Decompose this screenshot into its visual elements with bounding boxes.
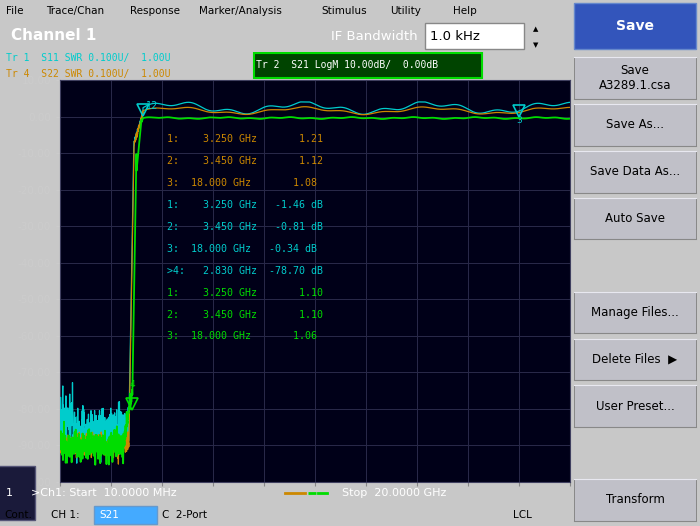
FancyBboxPatch shape: [574, 339, 696, 380]
FancyBboxPatch shape: [425, 23, 524, 49]
Text: Marker/Analysis: Marker/Analysis: [199, 6, 282, 16]
Text: Save: Save: [616, 19, 654, 33]
FancyBboxPatch shape: [574, 151, 696, 193]
Text: 2:    3.450 GHz       1.12: 2: 3.450 GHz 1.12: [167, 156, 323, 166]
Text: Help: Help: [453, 6, 476, 16]
Text: C  2-Port: C 2-Port: [162, 510, 207, 520]
Text: Response: Response: [130, 6, 180, 16]
Text: 3:  18.000 GHz       1.06: 3: 18.000 GHz 1.06: [167, 331, 317, 341]
Text: 3: 3: [516, 116, 522, 125]
Text: >Ch1: Start  10.0000 MHz: >Ch1: Start 10.0000 MHz: [32, 488, 177, 498]
Text: Save As...: Save As...: [606, 118, 664, 132]
Text: Save
A3289.1.csa: Save A3289.1.csa: [598, 64, 671, 92]
Text: Tr 4  S22 SWR 0.100U/  1.00U: Tr 4 S22 SWR 0.100U/ 1.00U: [6, 69, 170, 79]
FancyBboxPatch shape: [574, 386, 696, 427]
Text: Utility: Utility: [391, 6, 421, 16]
FancyBboxPatch shape: [574, 198, 696, 239]
FancyBboxPatch shape: [574, 479, 696, 521]
Text: 3:  18.000 GHz   -0.34 dB: 3: 18.000 GHz -0.34 dB: [167, 244, 317, 254]
Text: Tr 1  S11 SWR 0.100U/  1.00U: Tr 1 S11 SWR 0.100U/ 1.00U: [6, 53, 170, 63]
Text: IF Bandwidth: IF Bandwidth: [330, 29, 417, 43]
Text: CH 1:: CH 1:: [51, 510, 80, 520]
Text: Save Data As...: Save Data As...: [590, 165, 680, 178]
Text: Stimulus: Stimulus: [321, 6, 367, 16]
FancyBboxPatch shape: [574, 104, 696, 146]
Text: Cont.: Cont.: [5, 510, 32, 520]
FancyBboxPatch shape: [253, 53, 482, 78]
Text: 1.0 kHz: 1.0 kHz: [430, 29, 480, 43]
Text: Tr 2  S21 LogM 10.00dB/  0.00dB: Tr 2 S21 LogM 10.00dB/ 0.00dB: [256, 59, 439, 69]
Text: 4: 4: [130, 380, 135, 389]
Text: 3:  18.000 GHz       1.08: 3: 18.000 GHz 1.08: [167, 178, 317, 188]
Text: Trace/Chan: Trace/Chan: [46, 6, 104, 16]
FancyBboxPatch shape: [574, 57, 696, 99]
Text: 1: 1: [6, 488, 13, 498]
Text: Auto Save: Auto Save: [605, 212, 665, 225]
Text: 2:    3.450 GHz       1.10: 2: 3.450 GHz 1.10: [167, 309, 323, 320]
FancyBboxPatch shape: [574, 3, 696, 49]
Text: Stop  20.0000 GHz: Stop 20.0000 GHz: [342, 488, 447, 498]
Text: Manage Files...: Manage Files...: [591, 306, 679, 319]
Text: S21: S21: [99, 510, 120, 520]
Text: Channel 1: Channel 1: [11, 28, 97, 44]
Text: >4:   2.830 GHz  -78.70 dB: >4: 2.830 GHz -78.70 dB: [167, 266, 323, 276]
Text: File: File: [6, 6, 23, 16]
Text: 12: 12: [146, 100, 158, 110]
Text: LCL: LCL: [513, 510, 532, 520]
FancyBboxPatch shape: [94, 506, 157, 524]
Text: 1:    3.250 GHz       1.10: 1: 3.250 GHz 1.10: [167, 288, 323, 298]
Text: Transform: Transform: [606, 493, 664, 507]
Text: User Preset...: User Preset...: [596, 400, 674, 413]
Text: ▼: ▼: [533, 42, 538, 48]
Text: 1:    3.250 GHz   -1.46 dB: 1: 3.250 GHz -1.46 dB: [167, 200, 323, 210]
FancyBboxPatch shape: [574, 291, 696, 333]
Text: ▲: ▲: [533, 26, 538, 32]
Text: 2:    3.450 GHz   -0.81 dB: 2: 3.450 GHz -0.81 dB: [167, 222, 323, 232]
Text: 1:    3.250 GHz       1.21: 1: 3.250 GHz 1.21: [167, 134, 323, 144]
Text: Delete Files  ▶: Delete Files ▶: [592, 353, 678, 366]
